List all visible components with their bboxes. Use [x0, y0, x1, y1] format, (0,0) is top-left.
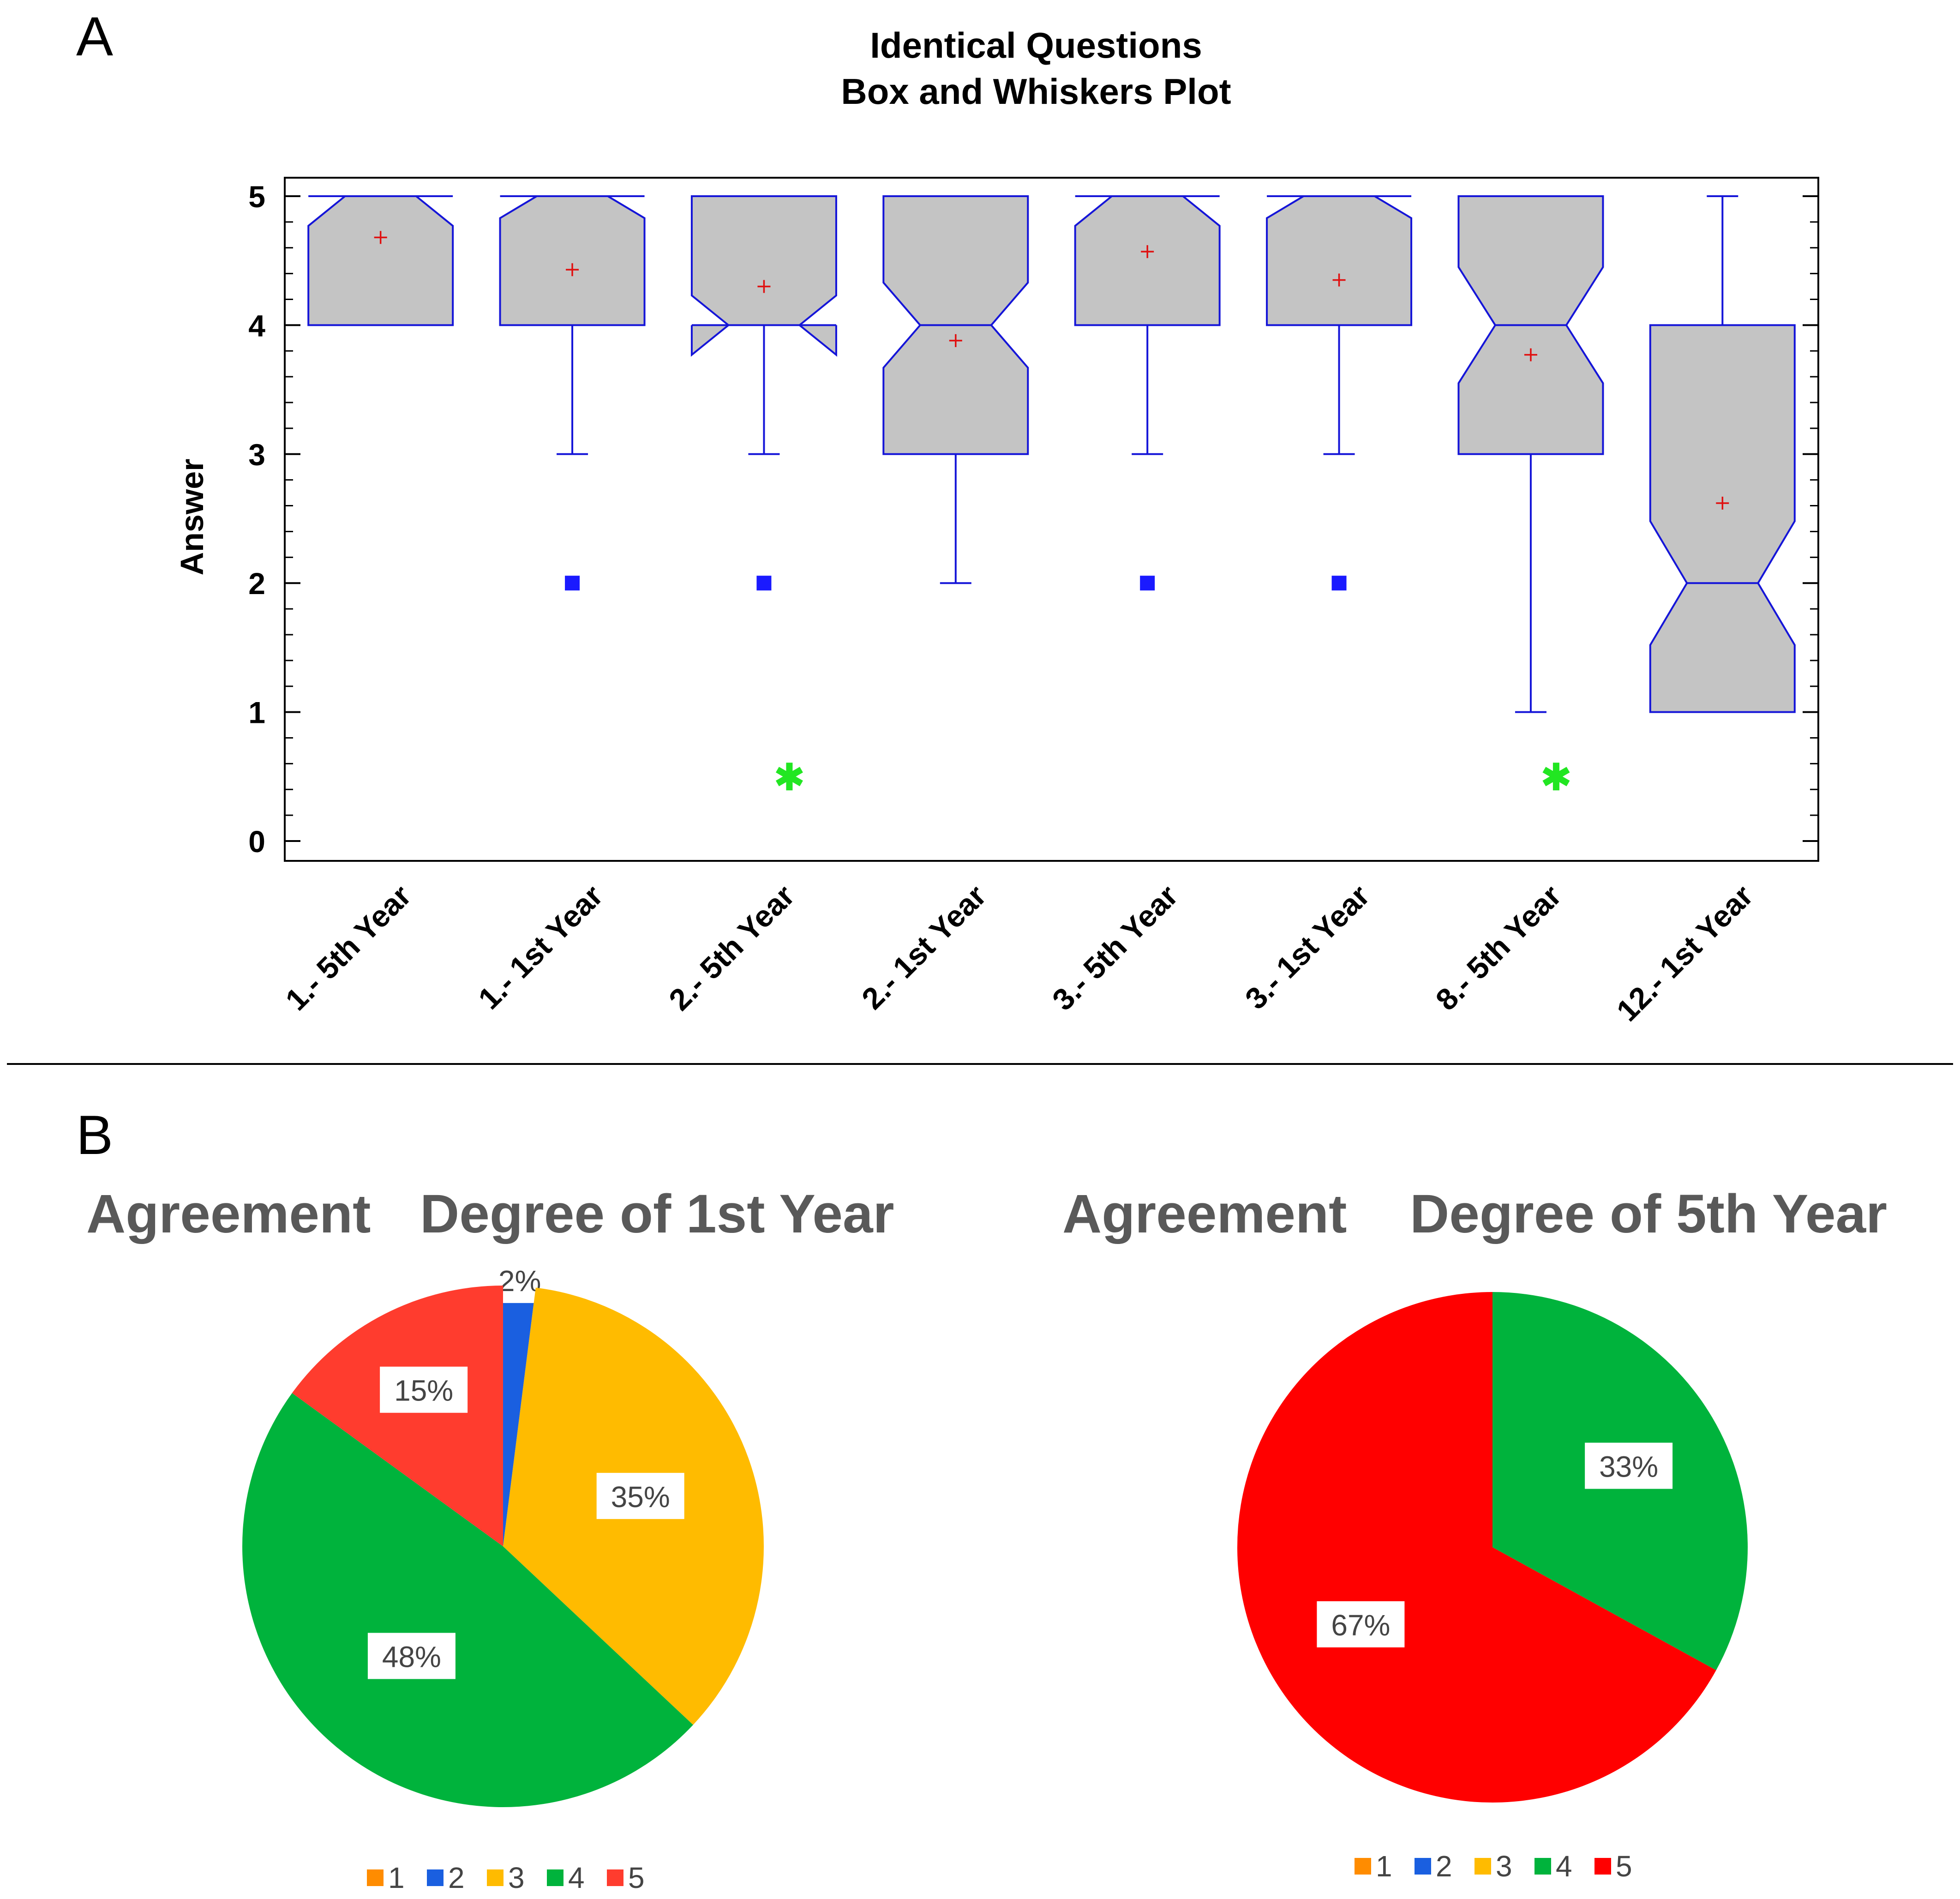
pie1-title-right: Degree of 1st Year	[420, 1184, 894, 1244]
outlier-point	[756, 576, 772, 591]
chart-title: Identical Questions	[870, 25, 1202, 66]
pie-percent-label: 33%	[1599, 1450, 1658, 1483]
pie-slice	[242, 1393, 693, 1807]
legend-label: 3	[508, 1861, 525, 1894]
x-category-label: 8.- 5th Year	[1429, 878, 1568, 1017]
y-tick-label: 4	[248, 308, 265, 343]
legend-label: 5	[1616, 1850, 1632, 1883]
x-category-label: 12.- 1st Year	[1610, 878, 1759, 1028]
box-outline	[690, 195, 837, 326]
legend-label: 4	[1556, 1850, 1572, 1883]
legend-label: 1	[1376, 1850, 1392, 1883]
pie-label-box	[367, 1633, 456, 1679]
pie-slice	[1237, 1292, 1716, 1803]
legend-label: 2	[448, 1861, 465, 1894]
pie-percent-label: 48%	[382, 1640, 441, 1673]
pie-percent-label: 35%	[611, 1480, 670, 1514]
pie-percent-label: 67%	[1331, 1609, 1390, 1642]
legend-label: 4	[568, 1861, 585, 1894]
y-tick-label: 2	[248, 566, 265, 601]
pie-percent-label: 2%	[498, 1264, 541, 1298]
legend-label: 2	[1436, 1850, 1452, 1883]
y-tick-label: 0	[248, 824, 265, 859]
panel-b-label: B	[76, 1104, 113, 1166]
x-category-label: 1.- 5th Year	[279, 878, 418, 1017]
legend-swatch	[1534, 1858, 1551, 1875]
x-category-label: 3.- 1st Year	[1239, 878, 1376, 1016]
pie2-title-left: Agreement	[1062, 1184, 1347, 1244]
legend-label: 5	[628, 1861, 645, 1894]
pie-chart-5th-year: 33% 67% 1 2 3 4 5	[1237, 1292, 1748, 1883]
y-tick-label: 5	[248, 180, 265, 214]
x-category-label: 3.- 5th Year	[1046, 878, 1185, 1017]
legend-swatch	[1594, 1858, 1611, 1875]
legend-swatch	[367, 1869, 384, 1886]
chart-subtitle: Box and Whiskers Plot	[841, 71, 1231, 112]
legend-swatch	[607, 1869, 623, 1886]
outlier-point	[565, 576, 580, 591]
x-category-label: 2.- 1st Year	[855, 878, 993, 1016]
pie-label-box	[1317, 1601, 1405, 1647]
pie1-title-left: Agreement	[86, 1184, 371, 1244]
legend-swatch	[427, 1869, 444, 1886]
x-category-label: 2.- 5th Year	[662, 878, 801, 1017]
legend-swatch	[547, 1869, 563, 1886]
y-tick-label: 3	[248, 438, 265, 472]
plot-frame	[284, 177, 1819, 862]
box-plot: 0 1 2 3 4 5 Answer 1.- 5th Year 1.- 1st Year 2.- …	[174, 177, 1819, 1028]
x-category-label: 1.- 1st Year	[472, 878, 609, 1016]
legend-label: 3	[1496, 1850, 1512, 1883]
pie-slice	[503, 1286, 536, 1546]
legend-swatch	[487, 1869, 503, 1886]
box	[1074, 195, 1221, 326]
box	[307, 195, 454, 326]
box	[499, 195, 646, 326]
outlier-point	[1140, 576, 1155, 591]
pie-slice	[292, 1286, 503, 1546]
box-notch-outline	[690, 324, 837, 357]
outlier-point	[1331, 576, 1347, 591]
legend-swatch	[1355, 1858, 1371, 1875]
panel-a-label: A	[76, 6, 113, 67]
pie-chart-1st-year: 2% 35% 48% 15% 1 2 3 4 5	[242, 1256, 764, 1894]
pie-label-box	[1585, 1442, 1673, 1489]
box-notch-fill	[691, 325, 836, 355]
pie2-title-right: Degree of 5th Year	[1410, 1184, 1887, 1244]
pie-label-box	[596, 1472, 684, 1519]
box	[1649, 324, 1796, 713]
box	[1266, 195, 1413, 326]
legend-swatch	[1474, 1858, 1491, 1875]
legend-swatch	[1415, 1858, 1431, 1875]
y-tick-label: 1	[248, 696, 265, 730]
pie-label-box	[380, 1366, 468, 1413]
significance-asterisk	[775, 767, 803, 787]
box-fill	[691, 196, 836, 325]
pie-percent-label: 15%	[394, 1374, 453, 1407]
significance-asterisk	[1542, 767, 1570, 787]
y-axis-label: Answer	[174, 459, 210, 576]
legend-label: 1	[388, 1861, 405, 1894]
